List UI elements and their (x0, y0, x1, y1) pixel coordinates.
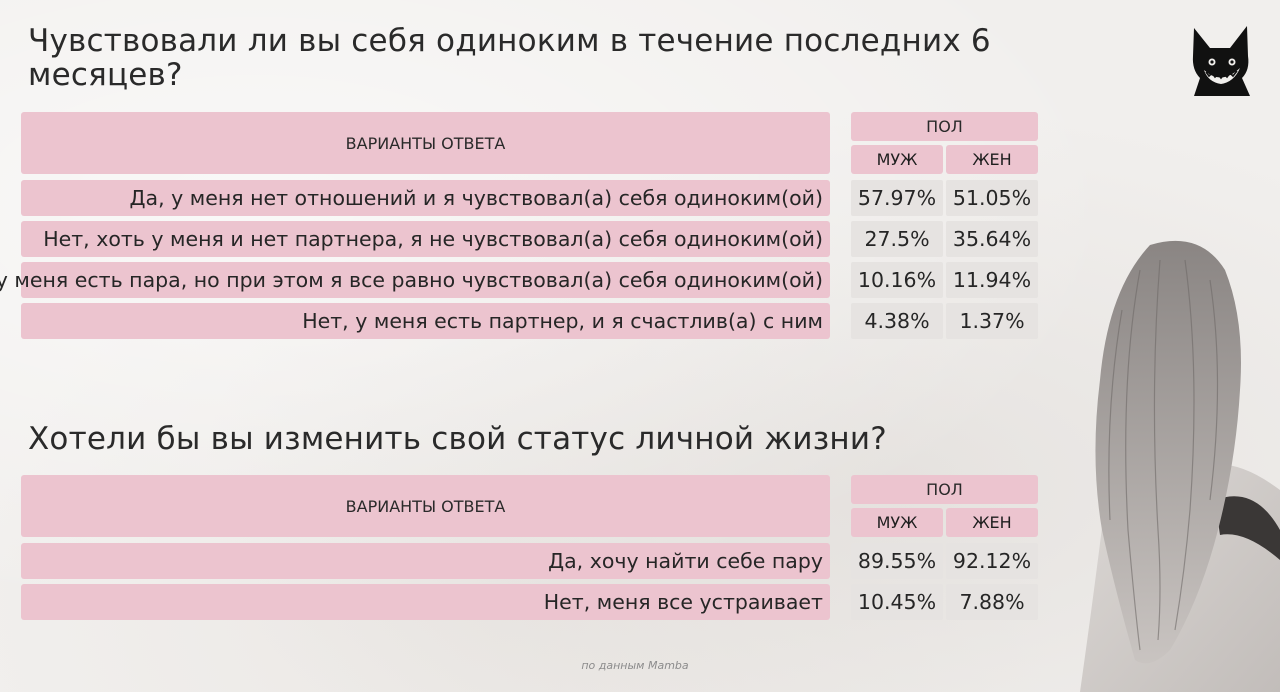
header-gender: ПОЛ (851, 475, 1038, 504)
header-options: ВАРИАНТЫ ОТВЕТА (21, 112, 830, 174)
value-male: 10.45% (851, 584, 943, 620)
header-options: ВАРИАНТЫ ОТВЕТА (21, 475, 830, 537)
value-male: 57.97% (851, 180, 943, 216)
woman-photo-illustration (1080, 240, 1280, 692)
header-gender: ПОЛ (851, 112, 1038, 141)
mamba-cat-logo-icon (1192, 26, 1250, 96)
source-note: по данным Mamba (581, 659, 689, 672)
chart-title-change-status: Хотели бы вы изменить свой статус личной… (28, 421, 887, 457)
row-label: Да, у меня есть пара, но при этом я все … (0, 262, 830, 298)
value-male: 4.38% (851, 303, 943, 339)
value-female: 11.94% (946, 262, 1038, 298)
chart-title-loneliness: Чувствовали ли вы себя одиноким в течени… (28, 23, 991, 93)
header-female: ЖЕН (946, 508, 1038, 537)
row-label: Нет, меня все устраивает (21, 584, 830, 620)
row-label: Нет, хоть у меня и нет партнера, я не чу… (21, 221, 830, 257)
value-female: 92.12% (946, 543, 1038, 579)
row-label: Да, хочу найти себе пару (21, 543, 830, 579)
value-male: 10.16% (851, 262, 943, 298)
header-male: МУЖ (851, 145, 943, 174)
row-label: Нет, у меня есть партнер, и я счастлив(а… (21, 303, 830, 339)
value-male: 89.55% (851, 543, 943, 579)
row-label: Да, у меня нет отношений и я чувствовал(… (21, 180, 830, 216)
value-female: 7.88% (946, 584, 1038, 620)
value-male: 27.5% (851, 221, 943, 257)
value-female: 1.37% (946, 303, 1038, 339)
header-male: МУЖ (851, 508, 943, 537)
value-female: 35.64% (946, 221, 1038, 257)
header-female: ЖЕН (946, 145, 1038, 174)
value-female: 51.05% (946, 180, 1038, 216)
